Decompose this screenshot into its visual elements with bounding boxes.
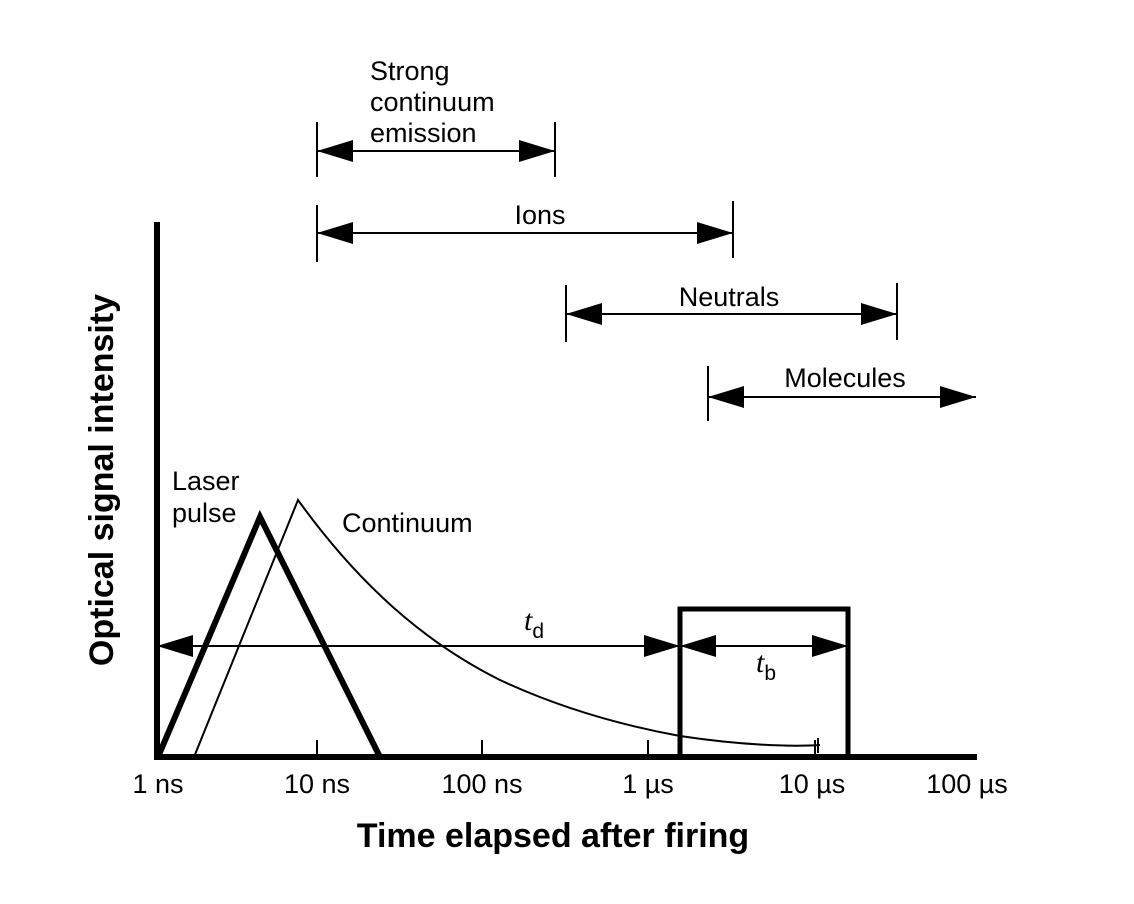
strong-continuum-label-line2: continuum bbox=[370, 87, 495, 117]
tick-label-10us: 10 µs bbox=[779, 769, 846, 799]
gate-width-label: tb bbox=[756, 646, 776, 685]
neutrals-label: Neutrals bbox=[679, 282, 780, 312]
gate-window-box bbox=[677, 606, 851, 760]
tick-label-100ns: 100 ns bbox=[441, 769, 522, 799]
tick-label-10ns: 10 ns bbox=[284, 769, 350, 799]
laser-pulse-curve bbox=[155, 509, 383, 759]
delay-label-main: t bbox=[524, 604, 533, 637]
molecules-label: Molecules bbox=[784, 363, 906, 393]
tick-label-1us: 1 µs bbox=[622, 769, 674, 799]
continuum-curve bbox=[193, 497, 821, 758]
x-axis-title: Time elapsed after firing bbox=[357, 817, 749, 855]
strong-continuum-label-line1: Strong bbox=[370, 56, 450, 86]
gate-width-label-main: t bbox=[756, 646, 765, 679]
x-tick-marks bbox=[316, 740, 816, 757]
laser-pulse-label-line1: Laser bbox=[172, 466, 240, 496]
gate-width-label-sub: b bbox=[764, 662, 776, 685]
laser-pulse-label-line2: pulse bbox=[172, 498, 237, 528]
tick-label-100us: 100 µs bbox=[926, 769, 1008, 799]
tick-label-1ns: 1 ns bbox=[132, 769, 183, 799]
continuum-label: Continuum bbox=[342, 508, 473, 538]
strong-continuum-label-line3: emission bbox=[370, 118, 477, 148]
delay-label: td bbox=[524, 604, 544, 643]
y-axis-title: Optical signal intensity bbox=[83, 294, 121, 666]
delay-label-sub: d bbox=[532, 620, 544, 643]
ions-label: Ions bbox=[514, 200, 565, 230]
